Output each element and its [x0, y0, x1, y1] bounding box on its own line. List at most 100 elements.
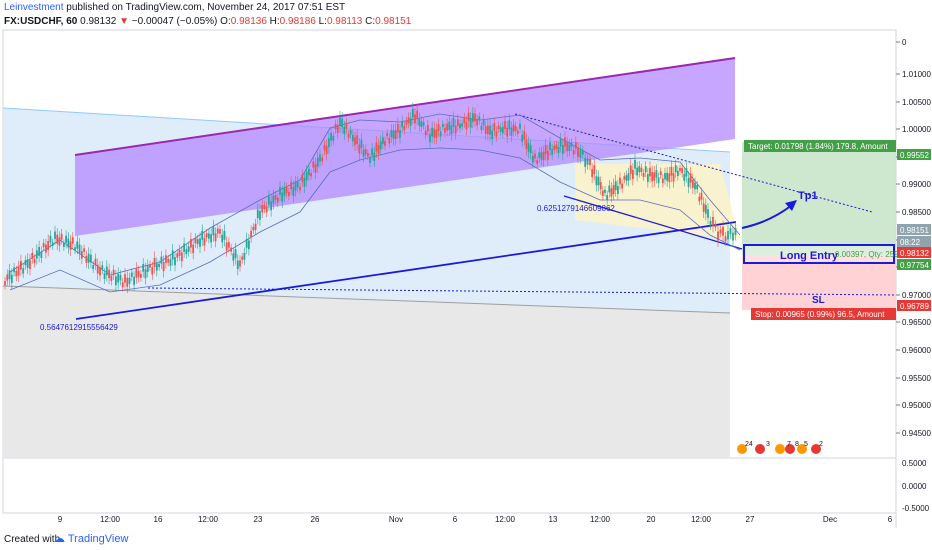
- price-label-text: 0.98151: [900, 226, 929, 235]
- candle-body: [140, 274, 142, 278]
- candle-body: [80, 251, 83, 259]
- candle-body: [599, 182, 602, 190]
- event-icon[interactable]: [755, 444, 765, 454]
- price-label-text: 0.97754: [900, 261, 929, 270]
- candle-body: [196, 239, 199, 245]
- candle-body: [666, 172, 669, 181]
- economic-events[interactable]: 24 3 7 8 5 2: [737, 441, 823, 454]
- channel-top-line: [74, 57, 736, 156]
- candle-body: [287, 191, 290, 197]
- candle-body: [29, 260, 31, 270]
- time-axis[interactable]: 9 12:00 16 12:00 23 26 Nov 6 12:00 13 12:00 20 12:00…: [58, 515, 893, 524]
- candle-body: [467, 112, 470, 122]
- candle-body: [99, 267, 101, 276]
- candle-body: [270, 201, 273, 211]
- low-label: L:: [318, 16, 327, 27]
- candle-body: [610, 188, 613, 197]
- candle-body: [546, 151, 549, 160]
- candle-body: [474, 113, 476, 122]
- candle-body: [117, 273, 120, 283]
- candle-body: [676, 170, 679, 177]
- candle-body: [146, 265, 149, 272]
- candle-body: [319, 154, 321, 162]
- event-icon[interactable]: [811, 444, 821, 454]
- candle-body: [448, 121, 451, 130]
- price-label-box: [897, 149, 931, 160]
- author-link[interactable]: Leinvestment: [4, 2, 64, 13]
- candle-body: [33, 258, 36, 264]
- descending-line: [563, 195, 743, 250]
- candle-body: [422, 122, 425, 126]
- event-icon[interactable]: [775, 444, 785, 454]
- candle-body: [621, 183, 624, 189]
- candle-body: [51, 242, 54, 246]
- event-icon[interactable]: [785, 444, 795, 454]
- target-label-box: [744, 140, 896, 152]
- candle-body: [696, 185, 699, 190]
- target-zone: [742, 142, 896, 255]
- price-change: −0.00047 (−0.05%): [131, 16, 218, 27]
- candle-body: [559, 138, 562, 147]
- long-entry-box[interactable]: [743, 244, 895, 264]
- candle-body: [105, 266, 108, 276]
- candle-body: [8, 270, 11, 280]
- candle-body: [373, 152, 376, 161]
- event-count: 24: [745, 441, 753, 448]
- lower-band-line: [9, 147, 741, 293]
- time-tick-label: 9: [58, 515, 63, 524]
- time-tick-label: 12:00: [198, 515, 219, 524]
- candle-body: [245, 238, 248, 248]
- published-text: published on TradingView.com, November 2…: [66, 2, 346, 13]
- symbol-label[interactable]: FX:USDCHF, 60: [4, 16, 78, 27]
- candle-body: [40, 251, 43, 258]
- candle-body: [254, 223, 257, 230]
- candle-body: [290, 181, 293, 190]
- last-price: 0.98132: [80, 16, 117, 27]
- time-tick-label: 27: [746, 515, 755, 524]
- candle-body: [85, 255, 88, 263]
- time-tick-label: 12:00: [495, 515, 516, 524]
- event-icon[interactable]: [797, 444, 807, 454]
- ohlc-line: FX:USDCHF, 60 0.98132 ▼ −0.00047 (−0.05%…: [4, 16, 411, 27]
- candle-body: [591, 169, 594, 178]
- candle-body: [239, 260, 241, 267]
- time-tick-label: 16: [154, 515, 163, 524]
- candle-body: [623, 176, 626, 180]
- candle-body: [450, 125, 453, 135]
- candle-body: [24, 260, 27, 266]
- event-icon[interactable]: [737, 444, 747, 454]
- price-labels: 0.99552 0.98151 08:22 0.98132 0.97754 0.96789: [897, 149, 931, 311]
- tradingview-logo[interactable]: ☁ TradingView: [54, 532, 128, 545]
- candle-body: [332, 136, 335, 141]
- candle-body: [283, 187, 286, 196]
- candle-body: [579, 150, 582, 158]
- candle-body: [661, 178, 664, 184]
- candle-body: [167, 258, 170, 263]
- candle-body: [20, 260, 22, 270]
- candle-body: [392, 130, 395, 139]
- candle-body: [493, 123, 496, 131]
- price-tick-label: 0.99000: [902, 180, 931, 189]
- candle-body: [60, 233, 63, 240]
- candle-body: [570, 142, 573, 147]
- price-tick-label: 1.01000: [902, 70, 931, 79]
- candle-body: [424, 130, 427, 136]
- candle-body: [557, 146, 560, 154]
- trend-line: [75, 221, 737, 320]
- brand-name: TradingView: [67, 533, 129, 545]
- upper-band-line: [9, 113, 741, 276]
- candle-body: [534, 153, 536, 159]
- candle-body: [551, 148, 554, 155]
- candle-body: [542, 151, 545, 161]
- indicator-tick-label: -0.5000: [902, 504, 930, 513]
- candle-body: [486, 125, 489, 135]
- tp1-label: Tp1: [798, 190, 818, 202]
- candle-body: [31, 252, 34, 259]
- candle-body: [135, 268, 138, 278]
- candle-body: [484, 126, 487, 134]
- candle-body: [657, 177, 660, 184]
- candle-body: [642, 172, 645, 177]
- candle-body: [347, 134, 350, 138]
- candle-body: [482, 119, 485, 126]
